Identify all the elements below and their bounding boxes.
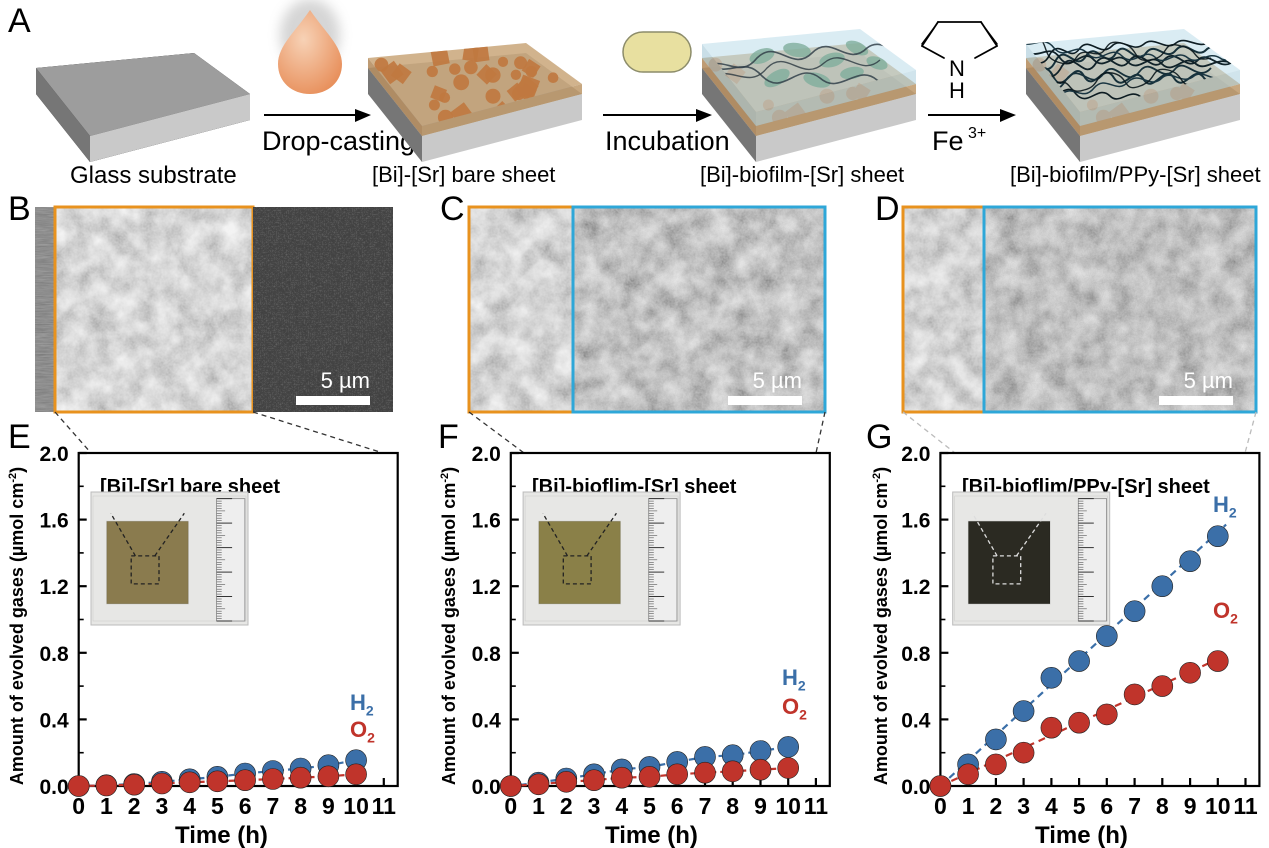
svg-text:1.2: 1.2 <box>39 576 68 599</box>
svg-text:7: 7 <box>1128 793 1141 819</box>
svg-text:4: 4 <box>1045 793 1058 819</box>
svg-text:0.4: 0.4 <box>39 709 69 732</box>
svg-text:0.4: 0.4 <box>472 709 502 732</box>
svg-text:Drop-casting: Drop-casting <box>262 126 415 156</box>
svg-text:9: 9 <box>754 793 767 819</box>
svg-text:Fe: Fe <box>932 126 964 156</box>
svg-text:1: 1 <box>962 793 975 819</box>
svg-text:3: 3 <box>588 793 601 819</box>
svg-text:0.8: 0.8 <box>39 643 69 666</box>
svg-text:1.2: 1.2 <box>472 576 501 599</box>
svg-text:1.6: 1.6 <box>472 510 501 533</box>
svg-text:6: 6 <box>671 793 684 819</box>
svg-text:0.0: 0.0 <box>901 776 930 799</box>
svg-text:11: 11 <box>804 793 829 819</box>
svg-text:3: 3 <box>156 793 169 819</box>
svg-text:6: 6 <box>239 793 252 819</box>
svg-text:2.0: 2.0 <box>472 443 501 466</box>
svg-text:2.0: 2.0 <box>901 443 930 466</box>
svg-text:2: 2 <box>128 793 141 819</box>
svg-text:H: H <box>949 78 965 103</box>
svg-text:Incubation: Incubation <box>605 126 730 156</box>
svg-text:3: 3 <box>1017 793 1030 819</box>
svg-text:5: 5 <box>211 793 224 819</box>
svg-text:6: 6 <box>1100 793 1113 819</box>
svg-text:10: 10 <box>343 793 369 819</box>
svg-text:0: 0 <box>504 793 517 819</box>
svg-text:1.6: 1.6 <box>901 510 930 533</box>
svg-text:1: 1 <box>532 793 545 819</box>
svg-text:11: 11 <box>372 793 397 819</box>
svg-text:11: 11 <box>1233 793 1258 819</box>
svg-text:0.8: 0.8 <box>901 643 931 666</box>
svg-text:5: 5 <box>1073 793 1086 819</box>
svg-text:5: 5 <box>643 793 656 819</box>
svg-text:8: 8 <box>1156 793 1169 819</box>
svg-text:0.4: 0.4 <box>901 709 931 732</box>
svg-text:0: 0 <box>72 793 85 819</box>
svg-text:0.8: 0.8 <box>472 643 502 666</box>
svg-text:9: 9 <box>1184 793 1197 819</box>
svg-text:1: 1 <box>100 793 113 819</box>
svg-text:1.2: 1.2 <box>901 576 930 599</box>
svg-text:0: 0 <box>934 793 947 819</box>
svg-text:7: 7 <box>699 793 712 819</box>
svg-text:7: 7 <box>267 793 280 819</box>
svg-text:9: 9 <box>322 793 335 819</box>
svg-text:3+: 3+ <box>968 125 986 142</box>
svg-text:10: 10 <box>1205 793 1231 819</box>
svg-text:10: 10 <box>775 793 801 819</box>
svg-text:8: 8 <box>726 793 739 819</box>
svg-text:2: 2 <box>990 793 1003 819</box>
svg-text:4: 4 <box>183 793 196 819</box>
svg-text:0.0: 0.0 <box>39 776 68 799</box>
svg-text:2: 2 <box>560 793 573 819</box>
svg-text:4: 4 <box>615 793 628 819</box>
svg-text:0.0: 0.0 <box>472 776 501 799</box>
svg-text:2.0: 2.0 <box>39 443 68 466</box>
svg-text:1.6: 1.6 <box>39 510 68 533</box>
svg-text:8: 8 <box>294 793 307 819</box>
